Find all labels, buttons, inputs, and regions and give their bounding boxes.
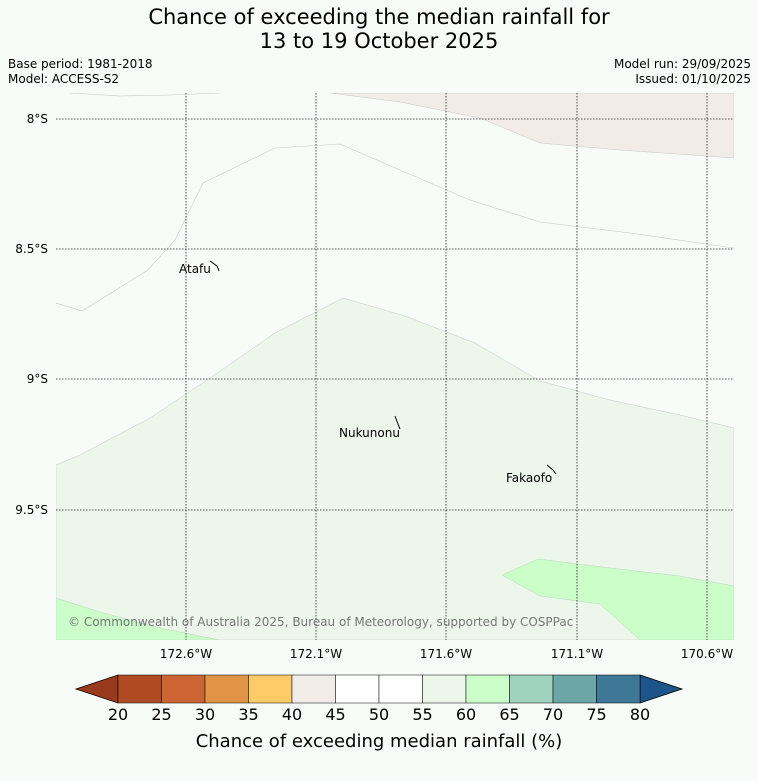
nukunonu-coastline — [394, 415, 401, 430]
issued-date: Issued: 01/10/2025 — [635, 72, 751, 86]
colorbar-segment — [248, 674, 293, 704]
contour-line-top — [69, 93, 221, 97]
lat-label-8-5s: 8.5°S — [15, 242, 48, 256]
colorbar-tick-label: 75 — [586, 705, 606, 724]
region-60-65-east — [501, 558, 734, 640]
colorbar-tick-label: 65 — [499, 705, 519, 724]
colorbar-tick-label: 60 — [456, 705, 476, 724]
lon-label-172-1w: 172.1°W — [290, 647, 342, 661]
colorbar-segment — [465, 674, 510, 704]
colorbar-segment — [204, 674, 249, 704]
colorbar-tick-labels: 20 25 30 35 40 45 50 55 60 65 70 75 80 — [108, 705, 650, 724]
colorbar-label: Chance of exceeding median rainfall (%) — [196, 731, 563, 752]
region-40-45 — [329, 93, 734, 159]
colorbar-segment — [161, 674, 206, 704]
lon-label-172-6w: 172.6°W — [160, 647, 212, 661]
region-55-60 — [56, 297, 734, 640]
colorbar-tick-label: 70 — [543, 705, 563, 724]
contour-line — [56, 143, 734, 312]
title-line-1: Chance of exceeding the median rainfall … — [148, 5, 610, 29]
meta-right: Model run: 29/09/2025 Issued: 01/10/2025 — [614, 57, 751, 87]
base-period: Base period: 1981-2018 — [8, 57, 153, 71]
place-nukunonu: Nukunonu — [339, 426, 400, 440]
colorbar-tick-label: 80 — [630, 705, 650, 724]
place-fakaofo: Fakaofo — [506, 471, 552, 485]
atafu-coastline — [209, 260, 220, 272]
colorbar-tick-label: 25 — [151, 705, 171, 724]
colorbar-segment — [552, 674, 597, 704]
graticule — [56, 93, 734, 640]
colorbar-segment — [291, 674, 336, 704]
title-line-2: 13 to 19 October 2025 — [259, 29, 499, 53]
map-area: Atafu Nukunonu Fakaofo © Commonwealth of… — [56, 93, 734, 640]
lat-label-9s: 9°S — [27, 372, 48, 386]
lon-label-171-6w: 171.6°W — [420, 647, 472, 661]
colorbar-tick-label: 30 — [195, 705, 215, 724]
colorbar-tick-label: 35 — [238, 705, 258, 724]
colorbar-segment — [422, 674, 467, 704]
colorbar-over-arrow — [639, 674, 684, 704]
colorbar-segment — [596, 674, 641, 704]
map-title: Chance of exceeding the median rainfall … — [0, 5, 758, 53]
colorbar-tick-label: 55 — [412, 705, 432, 724]
colorbar-under-arrow — [74, 674, 119, 704]
colorbar-tick-label: 50 — [369, 705, 389, 724]
copyright-notice: © Commonwealth of Australia 2025, Bureau… — [68, 615, 573, 629]
colorbar-tick-label: 20 — [108, 705, 128, 724]
place-atafu: Atafu — [179, 262, 211, 276]
colorbar-tick-label: 45 — [325, 705, 345, 724]
colorbar-tick-label: 40 — [282, 705, 302, 724]
colorbar-segment — [509, 674, 554, 704]
model-name: Model: ACCESS-S2 — [8, 72, 120, 86]
lat-label-8s: 8°S — [27, 112, 48, 126]
region-60-65-west — [56, 597, 221, 640]
colorbar: 20 25 30 35 40 45 50 55 60 65 70 75 80 Chance of exc… — [74, 674, 684, 752]
fakaofo-coastline — [546, 464, 557, 475]
colorbar-segments — [117, 674, 641, 704]
lat-label-9-5s: 9.5°S — [15, 503, 48, 517]
meta-left: Base period: 1981-2018 Model: ACCESS-S2 — [8, 57, 153, 87]
lon-label-170-6w: 170.6°W — [681, 647, 733, 661]
model-run: Model run: 29/09/2025 — [613, 57, 751, 71]
colorbar-segment — [378, 674, 423, 704]
colorbar-segment — [335, 674, 380, 704]
colorbar-segment — [117, 674, 162, 704]
lon-label-171-1w: 171.1°W — [551, 647, 603, 661]
